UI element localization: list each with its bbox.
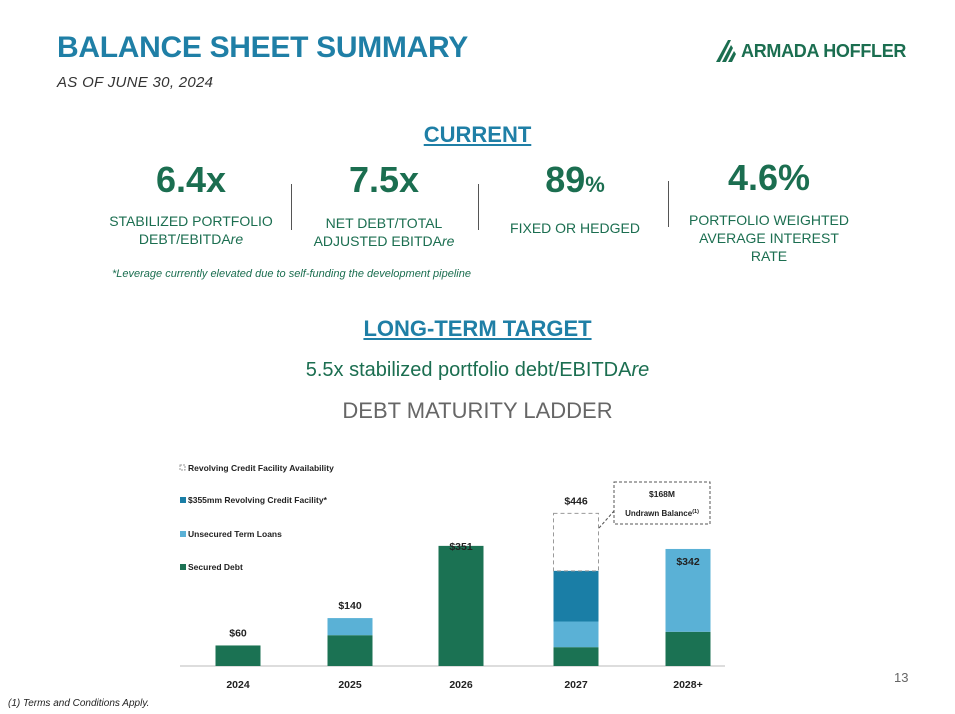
metric-value: 7.5x — [348, 159, 420, 200]
metric-label: FIXED OR HEDGED — [510, 220, 640, 236]
metric-value: 89% — [545, 159, 605, 200]
legend-label: $355mm Revolving Credit Facility* — [188, 495, 328, 505]
bar-segment — [553, 647, 599, 666]
company-logo: ARMADA HOFFLER — [716, 40, 906, 62]
leverage-note: *Leverage currently elevated due to self… — [112, 268, 471, 280]
debt-maturity-chart: Revolving Credit Facility Availability $3… — [179, 463, 725, 691]
metric-fixed-hedged: 89% FIXED OR HEDGED — [480, 160, 670, 237]
metric-divider — [668, 181, 669, 227]
bar-segment — [327, 618, 373, 636]
bar-segment — [665, 631, 711, 666]
current-heading: CURRENT — [423, 122, 532, 147]
legend-swatch — [180, 531, 186, 537]
bar-segment-availability — [553, 512, 599, 572]
legend-swatch-availability — [179, 464, 186, 471]
x-tick-label: 2024 — [226, 679, 250, 691]
x-tick-label: 2026 — [449, 679, 473, 691]
long-term-target-text: 5.5x stabilized portfolio debt/EBITDAre — [305, 359, 650, 381]
page-title: BALANCE SHEET SUMMARY — [57, 31, 468, 64]
x-tick-label: 2025 — [338, 679, 362, 691]
bar-segment — [438, 545, 484, 666]
legend-label: Secured Debt — [188, 562, 243, 572]
bar-total-label: $140 — [338, 600, 362, 612]
bar-segment — [327, 635, 373, 666]
footnote: (1) Terms and Conditions Apply. — [8, 698, 150, 709]
metric-value: 4.6% — [727, 157, 811, 198]
legend-swatch — [180, 564, 186, 570]
bar-total-label: $446 — [564, 495, 588, 507]
page-number: 13 — [894, 670, 909, 685]
legend-label: Unsecured Term Loans — [188, 529, 282, 539]
bar-segment — [553, 570, 599, 622]
metric-interest-rate: 4.6% PORTFOLIO WEIGHTED AVERAGE INTEREST… — [674, 158, 864, 265]
bar-total-label: $351 — [449, 541, 473, 553]
x-tick-label: 2028+ — [673, 679, 703, 691]
x-tick-label: 2027 — [564, 679, 588, 691]
metric-divider — [291, 184, 292, 230]
metric-value: 6.4x — [155, 159, 227, 200]
bar-segment — [553, 621, 599, 648]
long-term-heading: LONG-TERM TARGET — [363, 316, 592, 341]
bar-total-label: $342 — [676, 556, 700, 568]
metric-divider — [478, 184, 479, 230]
metric-label: PORTFOLIO WEIGHTED AVERAGE INTEREST RATE — [689, 212, 849, 264]
armada-hoffler-logo-icon — [716, 40, 736, 62]
metric-label: NET DEBT/TOTAL ADJUSTED EBITDAre — [313, 215, 455, 249]
bar-total-label: $60 — [229, 627, 247, 639]
undrawn-callout-connector — [598, 510, 615, 529]
bar-segment — [215, 645, 261, 666]
undrawn-callout-amount: $168M — [649, 489, 675, 499]
metric-net-debt: 7.5x NET DEBT/TOTAL ADJUSTED EBITDAre — [289, 160, 479, 250]
undrawn-callout-box — [613, 481, 711, 525]
metric-stabilized-debt: 6.4x STABILIZED PORTFOLIO DEBT/EBITDAre — [96, 160, 286, 248]
metric-label: STABILIZED PORTFOLIO DEBT/EBITDAre — [109, 213, 273, 247]
legend-swatch — [180, 497, 186, 503]
undrawn-callout-label: Undrawn Balance(1) — [625, 509, 699, 518]
logo-text: ARMADA HOFFLER — [741, 40, 907, 61]
page-subtitle: AS OF JUNE 30, 2024 — [57, 74, 214, 91]
chart-title: DEBT MATURITY LADDER — [342, 398, 613, 423]
bar-segment — [665, 548, 711, 632]
legend-label: Revolving Credit Facility Availability — [188, 463, 334, 473]
